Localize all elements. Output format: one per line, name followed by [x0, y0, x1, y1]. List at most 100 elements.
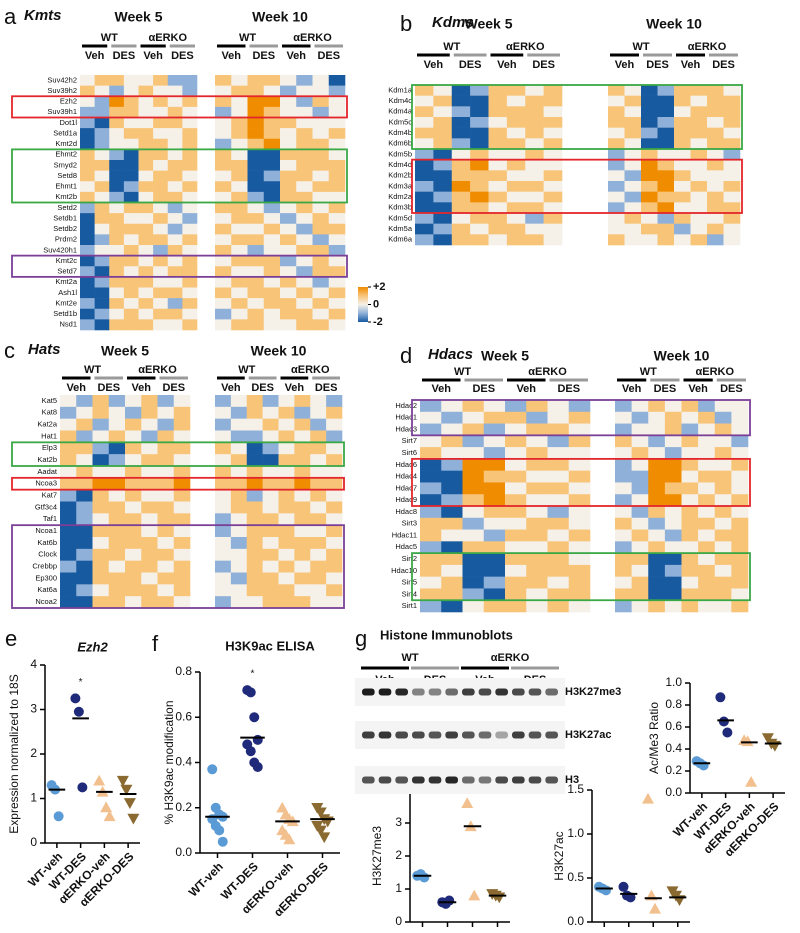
heat-cell — [681, 517, 699, 530]
gene-label: Prdm2 — [55, 235, 77, 244]
heat-cell — [310, 430, 327, 443]
annotation: * — [251, 669, 255, 680]
heat-cell — [312, 128, 330, 140]
y-tick-label: 0.6 — [175, 709, 192, 723]
heat-cell — [138, 266, 154, 278]
gene-label: Kdm4b — [388, 128, 412, 137]
heat-cell — [420, 458, 442, 471]
week-label: Week 10 — [251, 343, 307, 359]
highlight-box — [411, 158, 743, 214]
heat-cell — [215, 548, 232, 561]
heat-cell — [262, 537, 279, 550]
heat-cell — [108, 395, 126, 408]
heat-cell — [296, 128, 313, 140]
heat-cell — [547, 588, 570, 601]
heat-cell — [488, 117, 508, 128]
treatment-label: DES — [646, 59, 669, 71]
heat-cell — [76, 430, 93, 443]
heat-cell — [157, 560, 175, 573]
heat-cell — [247, 223, 265, 235]
heat-cell — [543, 117, 563, 128]
heat-cell — [608, 127, 625, 139]
heat-cell — [470, 138, 489, 150]
heat-cell — [230, 442, 248, 455]
heat-cell — [125, 501, 142, 514]
blot-band — [362, 688, 375, 696]
heat-cell — [263, 85, 281, 97]
heat-cell — [296, 181, 313, 193]
heat-cell — [681, 423, 699, 436]
heat-cell — [182, 138, 198, 150]
heat-cell — [547, 400, 570, 413]
heat-cell — [420, 576, 442, 589]
heat-cell — [526, 564, 548, 577]
heat-cell — [231, 276, 248, 288]
heat-cell — [648, 470, 666, 483]
heat-cell — [109, 287, 125, 299]
heat-cell — [326, 513, 343, 526]
heat-cell — [76, 513, 93, 526]
heat-cell — [420, 564, 442, 577]
heat-cell — [631, 541, 649, 554]
heat-cell — [280, 96, 297, 108]
data-point — [314, 825, 327, 837]
heat-cell — [674, 159, 691, 171]
heat-cell — [80, 255, 95, 267]
data-point — [245, 687, 256, 698]
heat-cell — [326, 596, 343, 609]
heat-cell — [723, 117, 741, 128]
heat-cell — [60, 596, 77, 609]
treatment-label: Veh — [286, 50, 306, 62]
heat-cell — [294, 513, 311, 526]
heat-cell — [246, 501, 263, 514]
heat-cell — [441, 470, 463, 483]
heat-cell — [138, 245, 154, 256]
heat-cell — [215, 319, 232, 331]
heat-cell — [681, 564, 699, 577]
heat-cell — [698, 564, 716, 577]
heat-cell — [141, 525, 158, 538]
heat-cell — [109, 191, 125, 203]
heat-cell — [488, 234, 508, 246]
heat-cell — [182, 298, 198, 310]
heat-cell — [173, 537, 191, 550]
heat-cell — [141, 572, 158, 585]
heat-cell — [138, 75, 154, 86]
gene-label: Sirt5 — [402, 578, 417, 587]
panel-letter: g — [355, 626, 367, 651]
heat-cell — [648, 435, 666, 448]
heat-cell — [123, 181, 139, 193]
heat-cell — [310, 560, 327, 573]
heat-cell — [648, 564, 666, 577]
heat-cell — [505, 529, 527, 542]
heat-cell — [94, 213, 110, 225]
heat-cell — [263, 255, 281, 267]
heat-cell — [231, 223, 248, 235]
heat-cell — [312, 213, 330, 225]
heat-cell — [631, 482, 649, 495]
heat-cell — [125, 442, 142, 455]
heat-cell — [92, 501, 110, 514]
heat-cell — [328, 138, 346, 150]
heat-cell — [296, 191, 313, 203]
heat-cell — [123, 170, 139, 182]
heat-cell — [141, 406, 158, 419]
heat-cell — [157, 584, 175, 597]
blot-band — [495, 688, 508, 696]
heat-cell — [615, 576, 632, 589]
genotype-label: αERKO — [528, 366, 567, 378]
heat-cell — [615, 553, 632, 566]
heat-cell — [312, 96, 330, 108]
heat-cell — [714, 541, 732, 554]
heat-cell — [624, 85, 642, 96]
heat-cell — [714, 458, 732, 471]
heat-cell — [167, 266, 183, 278]
heat-cell — [215, 75, 232, 86]
treatment-label: Veh — [681, 59, 701, 71]
treatment-label: DES — [557, 383, 580, 395]
heat-cell — [698, 447, 716, 460]
heat-cell — [231, 117, 248, 129]
heat-cell — [433, 170, 453, 182]
highlight-box — [11, 476, 345, 491]
highlight-box — [11, 524, 345, 609]
